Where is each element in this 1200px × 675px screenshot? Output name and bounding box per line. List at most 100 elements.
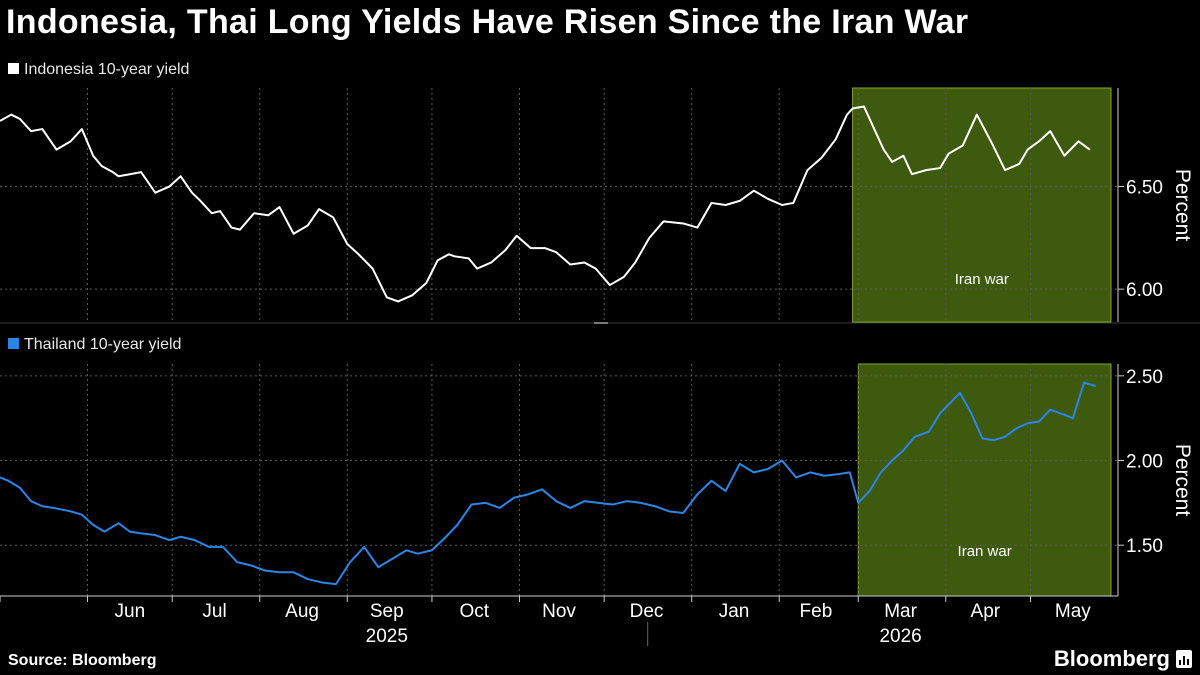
data-point-thailand-78 bbox=[1015, 427, 1017, 429]
data-point-indonesia-31 bbox=[357, 253, 360, 255]
data-point-thailand-34 bbox=[445, 536, 447, 538]
data-point-indonesia-87 bbox=[1063, 155, 1065, 157]
data-point-indonesia-25 bbox=[278, 206, 281, 208]
data-point-thailand-36 bbox=[470, 503, 473, 506]
data-point-thailand-63 bbox=[849, 471, 851, 473]
data-point-thailand-6 bbox=[69, 510, 72, 512]
data-point-thailand-16 bbox=[194, 539, 196, 541]
data-point-indonesia-86 bbox=[1049, 130, 1051, 132]
data-point-indonesia-77 bbox=[939, 167, 941, 169]
data-point-indonesia-57 bbox=[696, 226, 698, 229]
data-point-thailand-33 bbox=[431, 549, 433, 551]
x-tick-label-oct: Oct bbox=[460, 601, 490, 622]
data-point-indonesia-15 bbox=[168, 185, 170, 188]
data-point-thailand-40 bbox=[527, 493, 529, 495]
data-point-thailand-43 bbox=[569, 507, 571, 509]
data-point-indonesia-50 bbox=[595, 268, 597, 270]
x-tick-label-apr: Apr bbox=[971, 601, 1001, 622]
data-point-thailand-44 bbox=[583, 500, 586, 502]
data-point-thailand-12 bbox=[140, 532, 142, 534]
data-point-thailand-79 bbox=[1027, 422, 1029, 424]
data-point-thailand-38 bbox=[499, 507, 501, 509]
data-point-thailand-57 bbox=[767, 468, 769, 470]
data-point-indonesia-36 bbox=[425, 282, 427, 284]
data-point-indonesia-18 bbox=[199, 200, 202, 202]
data-point-thailand-22 bbox=[278, 571, 281, 573]
data-point-indonesia-42 bbox=[490, 261, 492, 264]
data-point-thailand-64 bbox=[857, 502, 859, 504]
data-point-thailand-84 bbox=[1083, 382, 1085, 384]
series-line-thailand bbox=[0, 381, 1096, 586]
data-point-indonesia-2 bbox=[19, 118, 21, 120]
data-point-indonesia-6 bbox=[69, 140, 72, 142]
data-point-indonesia-44 bbox=[516, 235, 518, 237]
data-point-thailand-8 bbox=[92, 524, 94, 526]
y-tick-label-thailand-0: 1.50 bbox=[1126, 536, 1163, 557]
data-point-thailand-59 bbox=[795, 476, 797, 479]
data-point-thailand-72 bbox=[948, 404, 950, 406]
data-point-indonesia-20 bbox=[219, 210, 221, 212]
data-point-indonesia-22 bbox=[239, 229, 241, 231]
data-point-indonesia-16 bbox=[180, 175, 182, 177]
data-point-thailand-13 bbox=[154, 534, 156, 536]
data-point-indonesia-14 bbox=[154, 192, 156, 194]
data-point-thailand-0 bbox=[0, 476, 1, 479]
data-point-indonesia-75 bbox=[911, 173, 913, 175]
data-point-thailand-26 bbox=[335, 583, 337, 585]
data-point-thailand-48 bbox=[640, 502, 642, 504]
data-point-thailand-67 bbox=[891, 459, 893, 462]
data-point-indonesia-1 bbox=[10, 114, 12, 116]
data-point-indonesia-17 bbox=[191, 192, 193, 194]
y-tick-label-thailand-1: 2.00 bbox=[1126, 452, 1163, 473]
data-point-thailand-21 bbox=[264, 569, 266, 572]
shade-label-indonesia: Iran war bbox=[955, 271, 1009, 288]
data-point-thailand-2 bbox=[19, 487, 21, 489]
data-point-indonesia-40 bbox=[468, 257, 470, 259]
data-point-thailand-18 bbox=[222, 546, 224, 548]
data-point-indonesia-51 bbox=[609, 284, 611, 286]
y-tick-label-thailand-2: 2.50 bbox=[1126, 367, 1163, 388]
data-point-indonesia-21 bbox=[230, 226, 233, 229]
chart-title: Indonesia, Thai Long Yields Have Risen S… bbox=[6, 3, 969, 41]
legend-swatch-thailand bbox=[8, 338, 19, 349]
data-point-indonesia-27 bbox=[307, 224, 309, 227]
iran-war-shade-thailand bbox=[857, 363, 1112, 597]
data-point-thailand-49 bbox=[654, 505, 656, 507]
data-point-indonesia-53 bbox=[634, 261, 636, 264]
data-point-thailand-20 bbox=[250, 564, 252, 567]
data-point-indonesia-37 bbox=[437, 259, 439, 262]
data-point-thailand-53 bbox=[710, 480, 713, 482]
data-point-indonesia-88 bbox=[1077, 140, 1080, 142]
y-tick-label-indonesia-0: 6.00 bbox=[1126, 280, 1163, 301]
series-line-indonesia bbox=[0, 105, 1091, 303]
bloomberg-terminal-icon bbox=[1176, 650, 1192, 668]
data-point-thailand-3 bbox=[30, 500, 32, 502]
data-point-indonesia-66 bbox=[820, 157, 823, 159]
data-point-thailand-56 bbox=[753, 471, 755, 473]
data-point-indonesia-45 bbox=[530, 247, 532, 249]
data-point-indonesia-43 bbox=[504, 249, 506, 251]
data-point-indonesia-9 bbox=[101, 165, 103, 167]
data-point-indonesia-80 bbox=[976, 114, 978, 116]
data-point-thailand-52 bbox=[696, 493, 698, 495]
data-point-thailand-35 bbox=[456, 524, 458, 526]
data-point-indonesia-46 bbox=[544, 247, 546, 249]
data-point-indonesia-52 bbox=[623, 276, 625, 278]
data-point-thailand-31 bbox=[405, 549, 408, 551]
data-point-indonesia-33 bbox=[386, 296, 388, 298]
data-point-indonesia-8 bbox=[92, 155, 94, 157]
data-point-indonesia-89 bbox=[1089, 148, 1091, 151]
data-point-indonesia-79 bbox=[962, 144, 964, 147]
legend-label-indonesia: Indonesia 10-year yield bbox=[24, 61, 190, 78]
data-point-thailand-60 bbox=[809, 471, 811, 473]
data-point-thailand-47 bbox=[626, 500, 628, 502]
data-point-thailand-9 bbox=[103, 531, 106, 533]
data-point-thailand-83 bbox=[1072, 417, 1074, 419]
data-point-thailand-28 bbox=[363, 546, 365, 548]
data-point-indonesia-84 bbox=[1027, 148, 1029, 151]
data-point-thailand-19 bbox=[236, 561, 238, 563]
data-point-indonesia-41 bbox=[476, 268, 478, 270]
data-point-indonesia-49 bbox=[583, 261, 586, 264]
data-point-indonesia-7 bbox=[81, 128, 83, 130]
data-point-indonesia-68 bbox=[846, 114, 848, 116]
